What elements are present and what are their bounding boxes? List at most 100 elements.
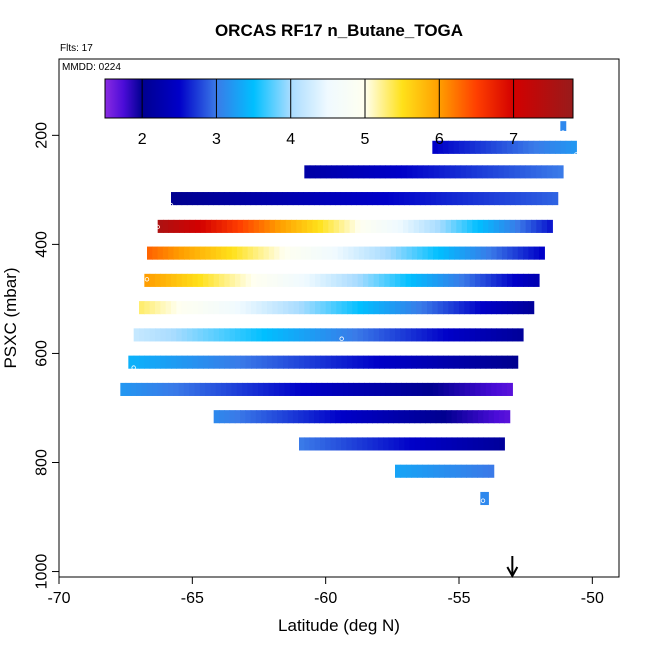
heatmap-cell bbox=[443, 140, 449, 154]
heatmap-cell bbox=[271, 410, 278, 424]
heatmap-cell bbox=[324, 410, 331, 424]
heatmap-cell bbox=[237, 219, 244, 233]
heatmap-cell bbox=[485, 382, 492, 396]
heatmap-cell bbox=[395, 328, 401, 342]
heatmap-cell bbox=[480, 382, 487, 396]
heatmap-cell bbox=[128, 355, 135, 369]
heatmap-cell bbox=[400, 464, 407, 478]
heatmap-cell bbox=[328, 219, 335, 233]
heatmap-cell bbox=[192, 301, 199, 315]
heatmap-cell bbox=[292, 410, 299, 424]
heatmap-cell bbox=[393, 410, 400, 424]
heatmap-cell bbox=[221, 219, 228, 233]
heatmap-cell bbox=[187, 355, 193, 369]
heatmap-cell bbox=[491, 328, 497, 342]
heatmap-cell bbox=[501, 140, 508, 154]
heatmap-cell bbox=[289, 382, 296, 396]
heatmap-cell bbox=[406, 246, 413, 260]
heatmap-cell bbox=[337, 246, 344, 260]
heatmap-cell bbox=[171, 192, 177, 206]
heatmap-cell bbox=[437, 355, 444, 369]
heatmap-cell bbox=[330, 437, 337, 451]
heatmap-cell bbox=[218, 410, 225, 424]
heatmap-cell bbox=[203, 273, 209, 287]
heatmap-cell bbox=[443, 273, 449, 287]
heatmap-cell bbox=[192, 355, 199, 369]
heatmap-cell bbox=[416, 273, 423, 287]
colorbar-tick-label: 5 bbox=[361, 131, 370, 148]
heatmap-cell bbox=[401, 246, 408, 260]
heatmap-cell bbox=[320, 301, 327, 315]
heatmap-cell bbox=[464, 140, 471, 154]
heatmap-cell bbox=[395, 464, 402, 478]
heatmap-cell bbox=[349, 219, 356, 233]
heatmap-cell bbox=[144, 328, 151, 342]
heatmap-cell bbox=[266, 410, 273, 424]
heatmap-cell bbox=[189, 219, 196, 233]
heatmap-cell bbox=[390, 165, 397, 179]
heatmap-cell bbox=[309, 165, 316, 179]
heatmap-cell bbox=[448, 246, 455, 260]
heatmap-cell bbox=[253, 219, 260, 233]
heatmap-cell bbox=[454, 246, 461, 260]
heatmap-cell bbox=[315, 273, 321, 287]
heatmap-cell bbox=[432, 273, 439, 287]
heatmap-cell bbox=[388, 192, 395, 206]
heatmap-cell bbox=[320, 273, 327, 287]
heatmap-cell bbox=[340, 192, 347, 206]
heatmap-cell bbox=[503, 165, 510, 179]
heatmap-cell bbox=[160, 273, 167, 287]
heatmap-cell bbox=[357, 301, 364, 315]
heatmap-cell bbox=[464, 382, 471, 396]
heatmap-cell bbox=[299, 301, 305, 315]
heatmap-cell bbox=[483, 192, 490, 206]
heatmap-cell bbox=[496, 140, 503, 154]
heatmap-cell bbox=[362, 437, 369, 451]
heatmap-cell bbox=[168, 382, 174, 396]
heatmap-cell bbox=[351, 410, 357, 424]
heatmap-cell bbox=[181, 301, 188, 315]
heatmap-cell bbox=[210, 382, 217, 396]
heatmap-cell bbox=[491, 355, 497, 369]
heatmap-cell bbox=[557, 165, 564, 179]
heatmap-cell bbox=[213, 192, 220, 206]
heatmap-cell bbox=[136, 382, 143, 396]
heatmap-cell bbox=[315, 355, 321, 369]
heatmap-cell bbox=[496, 382, 503, 396]
heatmap-cell bbox=[250, 192, 257, 206]
heatmap-cell bbox=[335, 410, 342, 424]
heatmap-cell bbox=[467, 192, 474, 206]
heatmap-cell bbox=[309, 301, 316, 315]
heatmap-cell bbox=[417, 246, 424, 260]
heatmap-cell bbox=[492, 165, 499, 179]
heatmap-cell bbox=[383, 437, 390, 451]
heatmap-cell bbox=[364, 382, 370, 396]
heatmap-cell bbox=[435, 219, 441, 233]
heatmap-cell bbox=[459, 328, 465, 342]
heatmap-cell bbox=[171, 301, 177, 315]
heatmap-cell bbox=[213, 301, 220, 315]
heatmap-cell bbox=[368, 273, 375, 287]
heatmap-cell bbox=[390, 246, 397, 260]
sample-marker bbox=[502, 432, 507, 437]
heatmap-cell bbox=[514, 165, 521, 179]
heatmap-cell bbox=[400, 273, 407, 287]
heatmap-cell bbox=[157, 219, 164, 233]
heatmap-cell bbox=[245, 301, 252, 315]
heatmap-cell bbox=[326, 382, 333, 396]
sample-marker bbox=[144, 277, 150, 282]
heatmap-cell bbox=[408, 219, 415, 233]
heatmap-cell bbox=[416, 328, 423, 342]
heatmap-cell bbox=[336, 328, 343, 342]
heatmap-cell bbox=[466, 165, 472, 179]
heatmap-cell bbox=[353, 382, 360, 396]
heatmap-cell bbox=[565, 140, 572, 154]
heatmap-cell bbox=[469, 301, 476, 315]
heatmap-cell bbox=[469, 355, 476, 369]
heatmap-cell bbox=[258, 382, 264, 396]
heatmap-cell bbox=[283, 273, 289, 287]
heatmap-cell bbox=[417, 165, 424, 179]
heatmap-cell bbox=[224, 328, 231, 342]
heatmap-cell bbox=[496, 273, 503, 287]
heatmap-cell bbox=[419, 219, 425, 233]
